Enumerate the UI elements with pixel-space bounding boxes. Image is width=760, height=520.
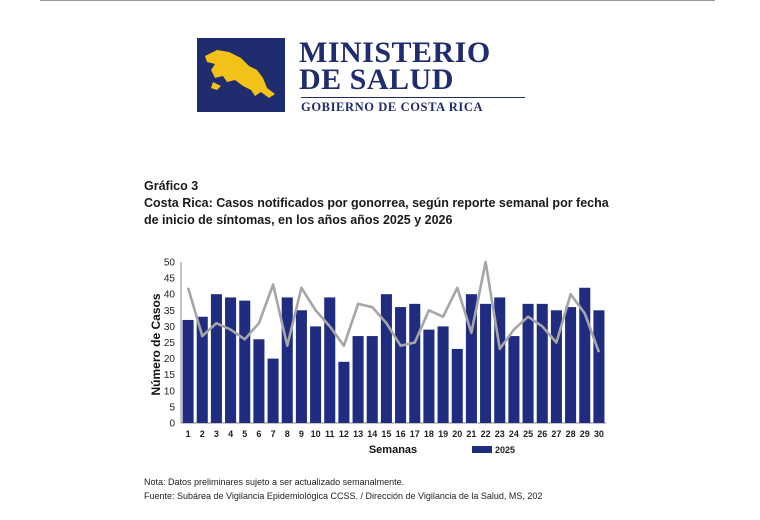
y-tick-label: 40 <box>164 290 176 301</box>
x-tick-label: 10 <box>311 429 321 439</box>
bar-2025 <box>196 316 208 423</box>
bar-2025 <box>352 336 364 423</box>
bar-2025 <box>409 303 421 423</box>
chart-caption: Gráfico 3 Costa Rica: Casos notificados … <box>144 178 644 229</box>
x-tick-label: 24 <box>509 429 519 439</box>
x-tick-label: 20 <box>452 429 462 439</box>
x-tick-label: 30 <box>594 429 604 439</box>
x-tick-label: 3 <box>214 429 219 439</box>
x-tick-label: 28 <box>566 429 576 439</box>
bar-2025 <box>522 303 534 423</box>
x-tick-label: 6 <box>256 429 261 439</box>
y-tick-label: 30 <box>164 322 176 333</box>
series-line <box>186 260 601 353</box>
x-tick-label: 9 <box>299 429 304 439</box>
legend-swatch-2025 <box>472 446 492 453</box>
y-tick-label: 25 <box>164 338 176 349</box>
x-tick-label: 18 <box>424 429 434 439</box>
y-tick-label: 10 <box>164 386 176 397</box>
costa-rica-map-icon <box>197 38 285 112</box>
x-tick-label: 19 <box>438 429 448 439</box>
y-tick-label: 15 <box>164 370 176 381</box>
x-tick-label: 22 <box>481 429 491 439</box>
bar-2025 <box>423 329 435 423</box>
x-tick-label: 16 <box>396 429 406 439</box>
top-rule <box>40 0 715 1</box>
bar-2025 <box>338 361 350 423</box>
x-tick-label: 13 <box>353 429 363 439</box>
y-axis-title: Número de Casos <box>149 293 163 395</box>
bar-2025 <box>253 339 265 423</box>
y-tick-label: 5 <box>169 402 175 413</box>
x-tick-label: 17 <box>410 429 420 439</box>
bar-2025 <box>451 348 463 423</box>
x-tick-label: 1 <box>186 429 191 439</box>
bar-2025 <box>281 297 293 423</box>
logo-divider <box>301 97 525 98</box>
bar-2025 <box>267 358 279 423</box>
y-tick-label: 50 <box>164 258 176 269</box>
legend-label-2025: 2025 <box>495 445 515 455</box>
x-tick-label: 8 <box>285 429 290 439</box>
bar-2025 <box>494 297 506 423</box>
x-tick-label: 27 <box>551 429 561 439</box>
bar-2025 <box>366 336 378 423</box>
y-tick-label: 20 <box>164 354 176 365</box>
bar-2025 <box>565 307 577 423</box>
government-name: GOBIERNO DE COSTA RICA <box>301 100 484 114</box>
y-tick-label: 45 <box>164 274 176 285</box>
x-tick-label: 23 <box>495 429 505 439</box>
x-tick-label: 29 <box>580 429 590 439</box>
x-tick-label: 7 <box>271 429 276 439</box>
bar-2025 <box>579 287 591 423</box>
bar-2025 <box>239 300 251 423</box>
bar-2025 <box>437 326 449 423</box>
bar-2025 <box>310 326 322 423</box>
bar-2025 <box>465 294 477 423</box>
bar-2025 <box>550 310 562 423</box>
x-tick-label: 26 <box>537 429 547 439</box>
y-tick-label: 0 <box>169 419 175 430</box>
bar-2025 <box>508 336 520 423</box>
chart-notes: Nota: Datos preliminares sujeto a ser ac… <box>144 475 542 503</box>
note-text: Nota: Datos preliminares sujeto a ser ac… <box>144 477 405 487</box>
x-tick-label: 4 <box>228 429 233 439</box>
chart-title: Costa Rica: Casos notificados por gonorr… <box>144 196 609 227</box>
bar-2025 <box>225 297 237 423</box>
bar-2025 <box>536 303 548 423</box>
bar-2025 <box>182 319 194 423</box>
chart-number: Gráfico 3 <box>144 179 199 193</box>
x-tick-label: 2 <box>200 429 205 439</box>
ministry-name-line2: DE SALUD <box>299 63 454 96</box>
x-tick-label: 21 <box>466 429 476 439</box>
x-tick-label: 12 <box>339 429 349 439</box>
bar-2025 <box>324 297 336 423</box>
y-tick-label: 35 <box>164 306 176 317</box>
bar-2025 <box>210 294 222 423</box>
x-tick-label: 5 <box>242 429 247 439</box>
ministry-logo: MINISTERIO DE SALUD GOBIERNO DE COSTA RI… <box>197 38 537 118</box>
source-text: Fuente: Subárea de Vigilancia Epidemioló… <box>144 491 543 501</box>
x-tick-label: 25 <box>523 429 533 439</box>
bar-2025 <box>395 307 407 423</box>
bar-2025 <box>480 303 492 423</box>
x-axis-title: Semanas <box>369 444 417 456</box>
bar-2025 <box>380 294 392 423</box>
x-tick-label: 15 <box>381 429 391 439</box>
ministry-name-line1: MINISTERIO <box>299 36 491 69</box>
x-tick-label: 11 <box>325 429 335 439</box>
x-tick-label: 14 <box>367 429 377 439</box>
bar-2025 <box>593 310 605 423</box>
bar-2025 <box>295 310 307 423</box>
